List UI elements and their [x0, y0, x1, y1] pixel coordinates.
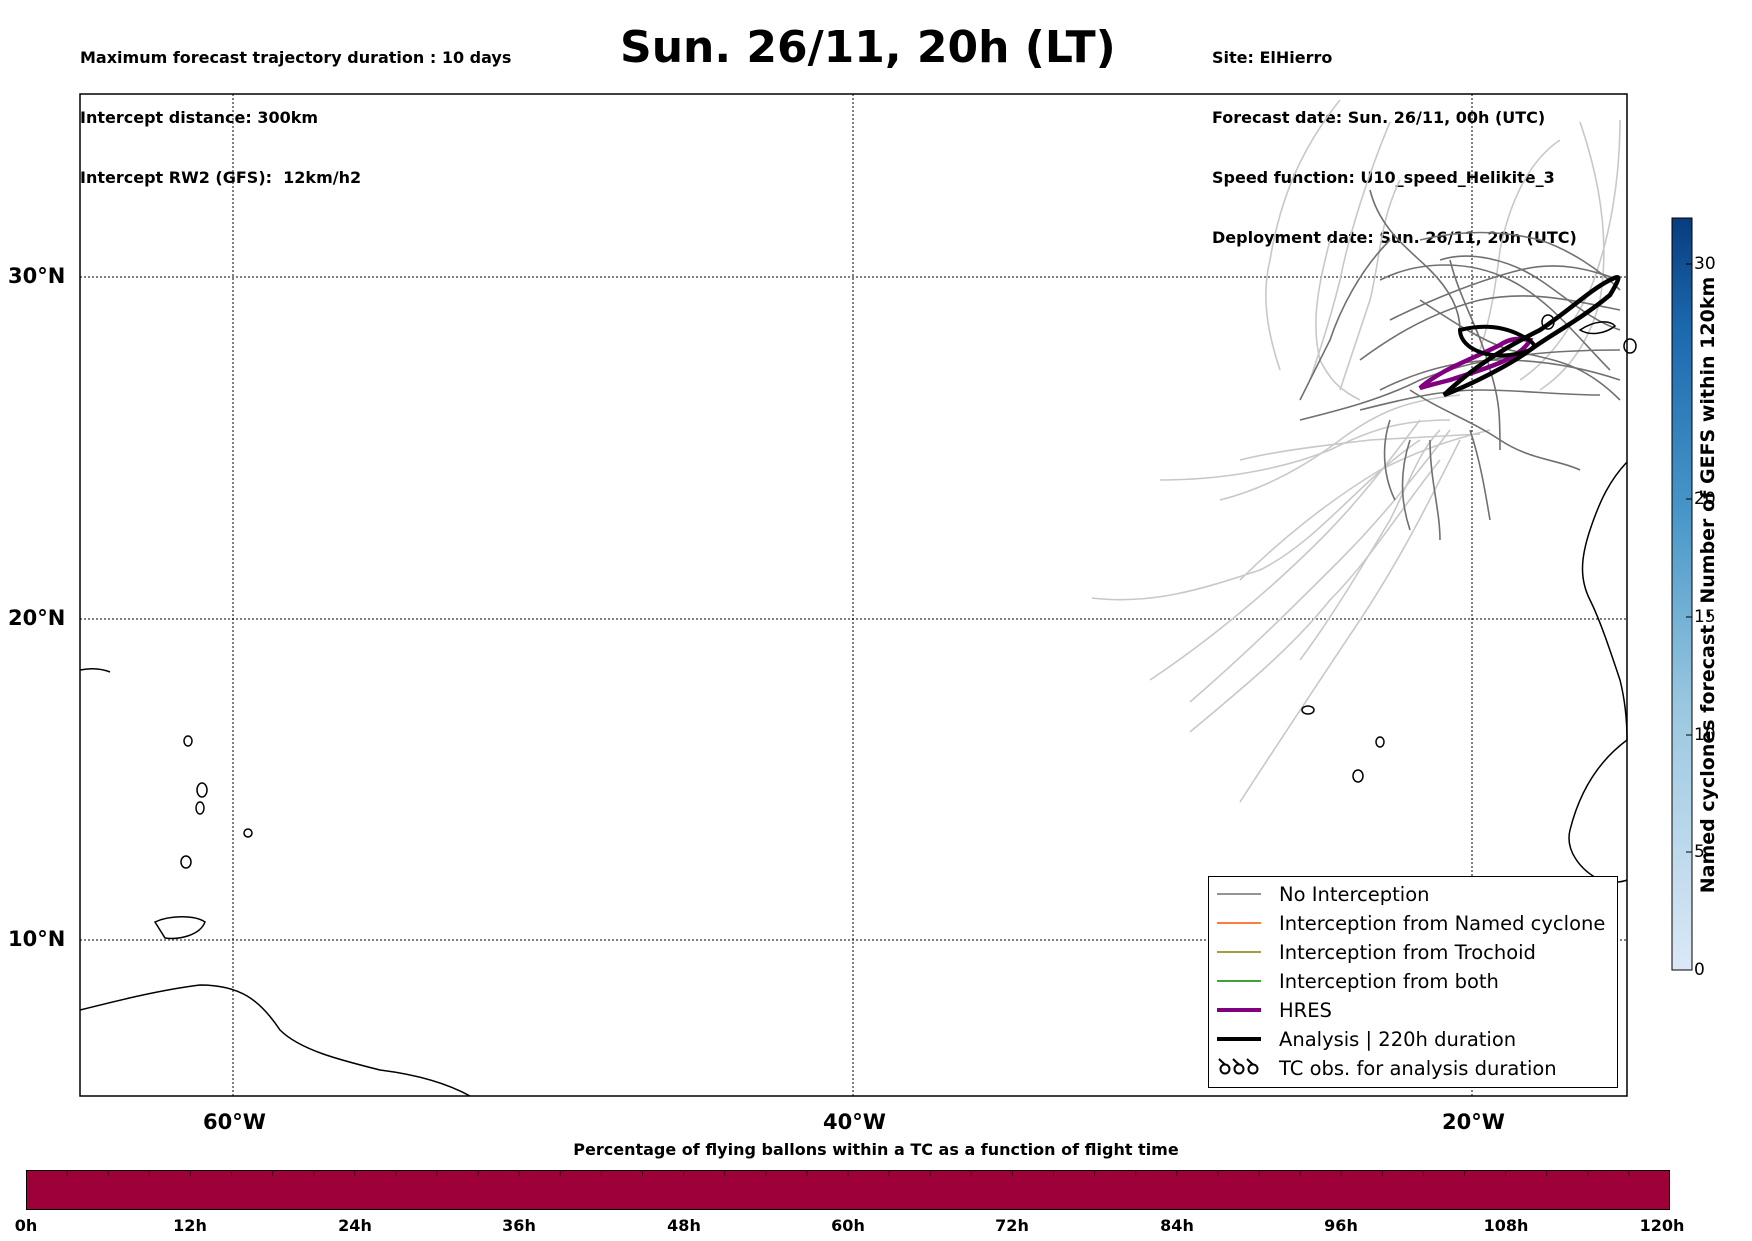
flight-time-tick: 12h [173, 1216, 207, 1235]
analysis-contour [1442, 275, 1621, 398]
flight-time-tick: 108h [1483, 1216, 1529, 1235]
island [180, 855, 192, 869]
island [1541, 314, 1555, 330]
colorbar-tick: 10 [1694, 725, 1716, 745]
colorbar-tick: 30 [1694, 254, 1716, 274]
colorbar-tick: 20 [1694, 489, 1716, 509]
legend-label: Interception from both [1279, 969, 1499, 993]
island [1375, 736, 1385, 748]
flight-time-bar [26, 1170, 1670, 1210]
line-black-thick-icon [1217, 1037, 1261, 1041]
flight-time-tick: 36h [502, 1216, 536, 1235]
flight-time-tick: 120h [1639, 1216, 1685, 1235]
colorbar-ticks [1686, 263, 1692, 971]
map-frame [79, 93, 1628, 1097]
coast-africa-lower [1568, 739, 1628, 883]
line-orange-icon [1217, 922, 1261, 924]
map-legend: No Interception Interception from Named … [1208, 876, 1618, 1088]
line-purple-thick-icon [1217, 1008, 1261, 1012]
flight-time-tick: 48h [667, 1216, 701, 1235]
island [1578, 321, 1617, 335]
legend-item: Interception from both [1217, 968, 1499, 994]
coast-africa [1581, 461, 1628, 741]
legend-label: Analysis | 220h duration [1279, 1027, 1517, 1051]
legend-label: Interception from Trochoid [1279, 940, 1536, 964]
bottom-bar-title: Percentage of flying ballons within a TC… [573, 1140, 1179, 1159]
legend-label: Interception from Named cyclone [1279, 911, 1606, 935]
island [1623, 338, 1637, 354]
header-line: Site: ElHierro [1212, 48, 1333, 67]
lon-tick-60w: 60°W [203, 1110, 266, 1134]
colorbar-tick: 0 [1694, 960, 1705, 980]
flight-time-tick: 24h [338, 1216, 372, 1235]
lon-tick-40w: 40°W [823, 1110, 886, 1134]
colorbar-label: Named cyclones forecast - Number of GEFS… [1697, 276, 1719, 894]
flight-time-tick: 84h [1160, 1216, 1194, 1235]
lon-tick-20w: 20°W [1442, 1110, 1505, 1134]
island [243, 828, 253, 838]
flight-time-bar-ticks [66, 1170, 1630, 1176]
ensemble-trajectories-dark [1299, 189, 1621, 541]
coast-trinidad [153, 916, 206, 940]
lat-tick-10n: 10°N [8, 927, 66, 951]
island [1352, 769, 1364, 783]
island [195, 801, 205, 815]
legend-item: HRES [1217, 997, 1332, 1023]
legend-label: No Interception [1279, 882, 1430, 906]
legend-item: Interception from Named cyclone [1217, 910, 1605, 936]
header-line: Maximum forecast trajectory duration : 1… [80, 48, 512, 67]
line-gray-icon [1217, 893, 1261, 895]
legend-item: No Interception [1217, 881, 1430, 907]
flight-time-tick: 96h [1324, 1216, 1358, 1235]
legend-item: Interception from Trochoid [1217, 939, 1536, 965]
cyclone-symbol-icon [1218, 1058, 1259, 1075]
ensemble-trajectories-light [1091, 99, 1621, 803]
header-line: Intercept RW2 (GFS): 12km/h2 [80, 168, 362, 187]
island [183, 735, 193, 747]
header-line: Forecast date: Sun. 26/11, 00h (UTC) [1212, 108, 1546, 127]
lat-tick-30n: 30°N [8, 264, 66, 288]
header-info-left: Maximum forecast trajectory duration : 1… [80, 8, 511, 208]
island [196, 782, 208, 798]
analysis-contour-loop [1457, 324, 1536, 358]
map-title: Sun. 26/11, 20h (LT) [620, 22, 1116, 73]
colorbar-tick: 15 [1694, 607, 1716, 627]
legend-item: TC obs. for analysis duration [1217, 1055, 1557, 1081]
header-line: Intercept distance: 300km [80, 108, 319, 127]
lat-tick-20n: 20°N [8, 606, 66, 630]
colorbar [1671, 217, 1693, 971]
header-line: Speed function: U10_speed_Helikite_3 [1212, 168, 1555, 187]
legend-item: Analysis | 220h duration [1217, 1026, 1516, 1052]
line-olive-icon [1217, 951, 1261, 953]
flight-time-tick: 0h [14, 1216, 38, 1235]
coast-caribbean-islands [79, 667, 111, 673]
flight-time-tick: 60h [831, 1216, 865, 1235]
line-green-icon [1217, 980, 1261, 982]
coast-south-america [79, 984, 471, 1097]
colorbar-tick: 5 [1694, 842, 1705, 862]
legend-label: HRES [1279, 998, 1332, 1022]
flight-time-tick: 72h [995, 1216, 1029, 1235]
legend-label: TC obs. for analysis duration [1279, 1056, 1557, 1080]
island [1301, 705, 1315, 715]
